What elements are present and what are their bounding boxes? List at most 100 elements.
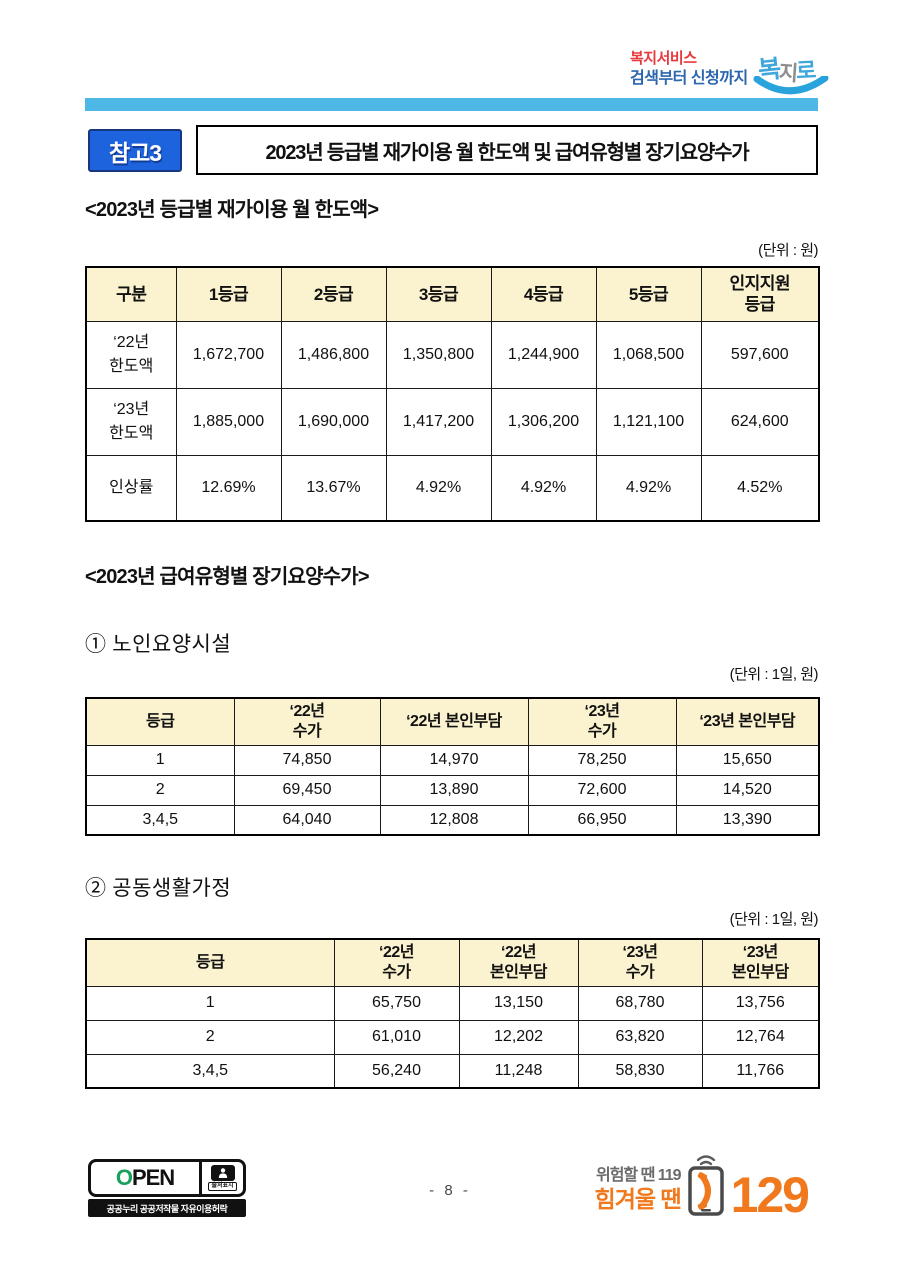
cell: 12,808: [379, 804, 529, 836]
bokjiro-logo: 복지서비스 검색부터 신청까지 복지로: [630, 50, 836, 98]
table-header-row: 등급 ‘22년 수가 ‘22년 본인부담 ‘23년 수가 ‘23년 본인부담: [85, 697, 820, 746]
cell: 1,417,200: [385, 387, 492, 456]
cell: 1: [85, 985, 335, 1021]
cell: 2: [85, 774, 235, 806]
table-row: 2 61,010 12,202 63,820 12,764: [85, 1019, 820, 1055]
nursing-facility-table: 등급 ‘22년 수가 ‘22년 본인부담 ‘23년 수가 ‘23년 본인부담 1…: [85, 697, 820, 836]
cell: 4.92%: [490, 454, 597, 522]
monthly-limit-table: 구분 1등급 2등급 3등급 4등급 5등급 인지지원 등급 ‘22년 한도액 …: [85, 266, 820, 522]
cell: 1,885,000: [175, 387, 282, 456]
table-row: 3,4,5 64,040 12,808 66,950 13,390: [85, 804, 820, 836]
kogl-caption: 공공누리 공공저작물 자유이용허락: [88, 1199, 246, 1217]
cell: 12,764: [701, 1019, 820, 1055]
helpline-129-logo: 위험할 땐 119 힘겨울 땐 129: [594, 1148, 810, 1223]
cell: 68,780: [577, 985, 703, 1021]
logo-tagline-line1: 복지서비스: [630, 50, 697, 67]
helpline-slogan: 위험할 땐 119 힘겨울 땐: [594, 1167, 682, 1216]
cell: 12.69%: [175, 454, 282, 522]
column-header: 구분: [85, 266, 177, 322]
logo-tagline: 복지서비스 검색부터 신청까지: [630, 50, 748, 89]
page-number: - 8 -: [429, 1182, 471, 1199]
column-header: 5등급: [595, 266, 702, 322]
bokjiro-brand-mark: 복지로: [753, 50, 836, 98]
helpline-number: 129: [730, 1166, 810, 1223]
cell: 3,4,5: [85, 1053, 335, 1089]
column-header: ‘23년 본인부담: [675, 697, 820, 746]
cell: 4.92%: [385, 454, 492, 522]
subsection2-heading: ② 공동생활가정: [85, 876, 232, 900]
table-row: ‘22년 한도액 1,672,700 1,486,800 1,350,800 1…: [85, 320, 820, 389]
cell: 72,600: [527, 774, 677, 806]
cell: 74,850: [233, 744, 381, 776]
column-header: ‘23년 본인부담: [701, 938, 820, 987]
cell: 1,486,800: [280, 320, 387, 389]
row-header: 인상률: [85, 454, 177, 522]
cell: 1,068,500: [595, 320, 702, 389]
cell: 597,600: [700, 320, 820, 389]
table-row: 2 69,450 13,890 72,600 14,520: [85, 774, 820, 806]
source-attribution-badge: 출처표시: [199, 1162, 243, 1194]
cell: 1,672,700: [175, 320, 282, 389]
cell: 63,820: [577, 1019, 703, 1055]
cell: 13.67%: [280, 454, 387, 522]
subsection1-unit-label: (단위 : 1일, 원): [729, 666, 819, 683]
column-header: 인지지원 등급: [700, 266, 820, 322]
cell: 13,756: [701, 985, 820, 1021]
cell: 61,010: [333, 1019, 460, 1055]
helpline-slogan-line2: 힘겨울 땐: [594, 1185, 682, 1212]
divider-bar: [85, 98, 818, 111]
cell: 69,450: [233, 774, 381, 806]
column-header: ‘23년 수가: [527, 697, 677, 746]
open-logo-pen: PEN: [131, 1165, 175, 1190]
cell: 11,766: [701, 1053, 820, 1089]
logo-tagline-line2: 검색부터 신청까지: [630, 69, 748, 87]
open-logo-o: O: [115, 1165, 133, 1190]
column-header: 등급: [85, 938, 335, 987]
column-header: ‘22년 본인부담: [379, 697, 529, 746]
table-row: 1 65,750 13,150 68,780 13,756: [85, 985, 820, 1021]
cell: 14,970: [379, 744, 529, 776]
table-row: 인상률 12.69% 13.67% 4.92% 4.92% 4.92% 4.52…: [85, 454, 820, 522]
column-header: ‘22년 수가: [233, 697, 381, 746]
page-title: 2023년 등급별 재가이용 월 한도액 및 급여유형별 장기요양수가: [196, 125, 818, 175]
cell: 1: [85, 744, 235, 776]
open-logo-word: O PEN: [91, 1162, 199, 1194]
cell: 64,040: [233, 804, 381, 836]
cell: 1,690,000: [280, 387, 387, 456]
column-header: 등급: [85, 697, 235, 746]
table-header-row: 등급 ‘22년 수가 ‘22년 본인부담 ‘23년 수가 ‘23년 본인부담: [85, 938, 820, 987]
column-header: 3등급: [385, 266, 492, 322]
section1-heading: <2023년 등급별 재가이용 월 한도액>: [85, 199, 379, 221]
cell: 13,890: [379, 774, 529, 806]
reference-badge: 참고3: [88, 129, 182, 172]
table-header-row: 구분 1등급 2등급 3등급 4등급 5등급 인지지원 등급: [85, 266, 820, 322]
cell: 13,150: [458, 985, 579, 1021]
table-row: 3,4,5 56,240 11,248 58,830 11,766: [85, 1053, 820, 1089]
column-header: 4등급: [490, 266, 597, 322]
group-home-table: 등급 ‘22년 수가 ‘22년 본인부담 ‘23년 수가 ‘23년 본인부담 1…: [85, 938, 820, 1089]
phone-icon: [687, 1155, 724, 1216]
table-row: ‘23년 한도액 1,885,000 1,690,000 1,417,200 1…: [85, 387, 820, 456]
cell: 624,600: [700, 387, 820, 456]
cell: 4.52%: [700, 454, 820, 522]
cell: 66,950: [527, 804, 677, 836]
cell: 2: [85, 1019, 335, 1055]
cell: 1,121,100: [595, 387, 702, 456]
cell: 1,350,800: [385, 320, 492, 389]
row-header: ‘23년 한도액: [85, 387, 177, 456]
cell: 65,750: [333, 985, 460, 1021]
cell: 11,248: [458, 1053, 579, 1089]
table-row: 1 74,850 14,970 78,250 15,650: [85, 744, 820, 776]
cell: 56,240: [333, 1053, 460, 1089]
cell: 4.92%: [595, 454, 702, 522]
cell: 3,4,5: [85, 804, 235, 836]
cell: 78,250: [527, 744, 677, 776]
kogl-open-logo: O PEN 출처표시 공공누리 공공저작물 자유이용허락: [88, 1159, 246, 1217]
cell: 14,520: [675, 774, 820, 806]
subsection2-unit-label: (단위 : 1일, 원): [729, 911, 819, 928]
subsection1-heading: ① 노인요양시설: [85, 632, 232, 656]
cell: 1,244,900: [490, 320, 597, 389]
cell: 1,306,200: [490, 387, 597, 456]
section2-heading: <2023년 급여유형별 장기요양수가>: [85, 566, 370, 588]
